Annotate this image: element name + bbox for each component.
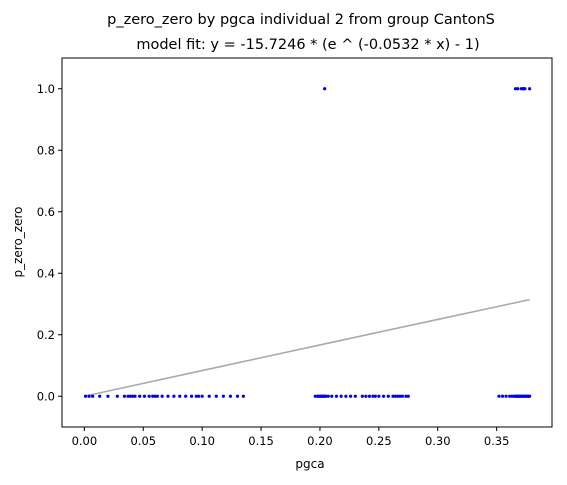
data-point bbox=[360, 394, 364, 398]
data-point bbox=[497, 394, 501, 398]
y-tick-label: 0.6 bbox=[37, 205, 55, 219]
data-point bbox=[371, 394, 375, 398]
data-point bbox=[142, 394, 147, 398]
data-point bbox=[381, 394, 386, 398]
data-point bbox=[138, 394, 142, 398]
data-point bbox=[513, 87, 518, 91]
data-point bbox=[391, 394, 395, 398]
data-point bbox=[393, 394, 397, 398]
data-point bbox=[523, 87, 527, 91]
data-point bbox=[160, 394, 164, 398]
data-point bbox=[200, 394, 204, 398]
data-point bbox=[504, 394, 508, 398]
y-tick-label: 0.4 bbox=[37, 266, 55, 280]
data-point bbox=[228, 394, 233, 398]
data-point bbox=[528, 394, 532, 398]
data-point bbox=[194, 394, 198, 398]
data-point bbox=[207, 394, 211, 398]
data-point bbox=[528, 87, 532, 91]
data-point bbox=[386, 394, 390, 398]
x-tick-label: 0.00 bbox=[72, 434, 98, 448]
data-point bbox=[166, 394, 170, 398]
data-point bbox=[323, 87, 327, 91]
data-point bbox=[172, 394, 176, 398]
x-tick-label: 0.05 bbox=[130, 434, 156, 448]
data-point bbox=[516, 87, 520, 91]
data-point bbox=[147, 394, 151, 398]
data-point bbox=[126, 394, 130, 398]
data-point bbox=[406, 394, 410, 398]
data-point bbox=[235, 394, 240, 398]
x-tick-label: 0.35 bbox=[484, 434, 510, 448]
data-point bbox=[87, 394, 91, 398]
data-point bbox=[131, 394, 135, 398]
data-point bbox=[339, 394, 343, 398]
data-point bbox=[155, 394, 160, 398]
data-point bbox=[91, 394, 95, 398]
data-point bbox=[500, 394, 505, 398]
data-point bbox=[313, 394, 317, 398]
y-tick-label: 0.0 bbox=[37, 389, 55, 403]
data-point bbox=[197, 394, 201, 398]
data-point bbox=[330, 394, 334, 398]
data-point bbox=[98, 394, 102, 398]
data-point bbox=[398, 394, 402, 398]
chart-subtitle: model fit: y = -15.7246 * (e ^ (-0.0532 … bbox=[136, 37, 479, 53]
y-axis-label: p_zero_zero bbox=[11, 206, 25, 277]
data-point bbox=[404, 394, 408, 398]
axes-frame bbox=[61, 57, 553, 428]
data-point bbox=[510, 394, 514, 398]
data-point bbox=[178, 394, 182, 398]
x-tick-label: 0.20 bbox=[307, 434, 333, 448]
y-tick-label: 0.8 bbox=[37, 143, 55, 157]
x-tick-label: 0.15 bbox=[248, 434, 274, 448]
x-tick-label: 0.30 bbox=[425, 434, 451, 448]
x-tick-label: 0.10 bbox=[189, 434, 215, 448]
x-tick-label: 0.25 bbox=[366, 434, 392, 448]
data-point bbox=[221, 394, 225, 398]
data-point bbox=[133, 394, 137, 398]
data-point bbox=[400, 394, 405, 398]
x-axis-label: pgca bbox=[295, 457, 324, 471]
y-tick-label: 1.0 bbox=[37, 82, 55, 96]
data-point bbox=[115, 394, 119, 398]
data-point bbox=[128, 394, 132, 398]
data-point bbox=[184, 394, 188, 398]
plot-area: 0.00 0.05 0.10 0.15 0.20 0.25 0.30 0.35 0.0 0.2 0.… bbox=[37, 57, 553, 448]
data-point bbox=[324, 394, 328, 398]
data-point bbox=[122, 394, 127, 398]
data-point bbox=[334, 394, 339, 398]
data-point bbox=[377, 394, 381, 398]
data-point bbox=[396, 394, 400, 398]
data-point bbox=[348, 394, 353, 398]
data-point bbox=[508, 394, 512, 398]
data-point bbox=[153, 394, 157, 398]
data-point bbox=[367, 394, 372, 398]
data-point bbox=[326, 394, 330, 398]
data-point bbox=[373, 394, 377, 398]
data-point bbox=[353, 394, 357, 398]
data-point bbox=[106, 394, 110, 398]
data-point bbox=[83, 394, 88, 398]
y-tick-label: 0.2 bbox=[37, 328, 55, 342]
data-point bbox=[344, 394, 348, 398]
data-point bbox=[189, 394, 194, 398]
data-point bbox=[151, 394, 155, 398]
data-point bbox=[214, 394, 218, 398]
data-point bbox=[364, 394, 368, 398]
data-point bbox=[241, 394, 245, 398]
fit-line bbox=[84, 298, 530, 398]
chart-title: p_zero_zero by pgca individual 2 from gr… bbox=[107, 12, 495, 28]
